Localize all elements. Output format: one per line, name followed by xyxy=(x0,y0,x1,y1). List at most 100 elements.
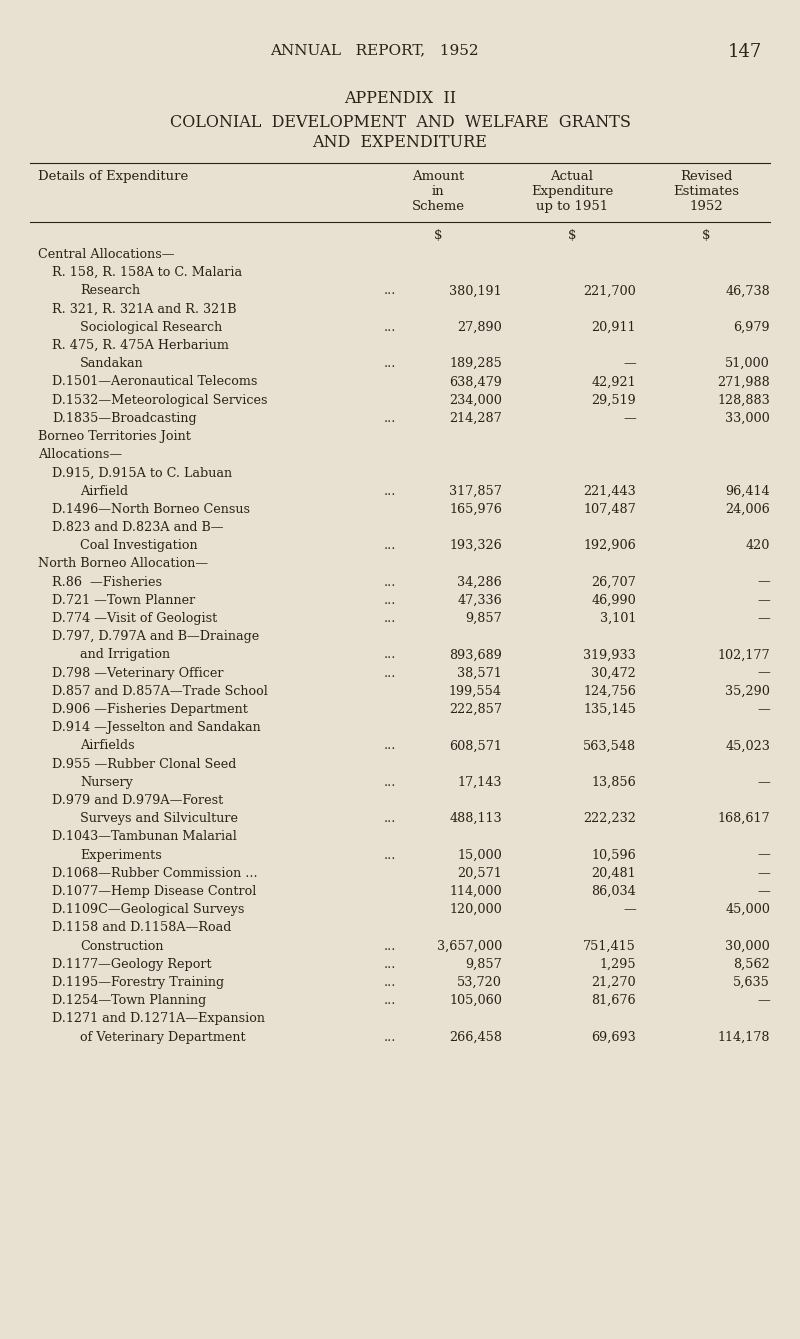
Text: D.1177—Geology Report: D.1177—Geology Report xyxy=(52,957,212,971)
Text: 20,571: 20,571 xyxy=(458,866,502,880)
Text: $: $ xyxy=(568,229,576,242)
Text: 81,676: 81,676 xyxy=(591,994,636,1007)
Text: ...: ... xyxy=(384,358,396,370)
Text: 128,883: 128,883 xyxy=(718,394,770,407)
Text: ...: ... xyxy=(384,957,396,971)
Text: ...: ... xyxy=(384,994,396,1007)
Text: 608,571: 608,571 xyxy=(449,739,502,753)
Text: 135,145: 135,145 xyxy=(583,703,636,716)
Text: D.1835—Broadcasting: D.1835—Broadcasting xyxy=(52,412,197,424)
Text: —: — xyxy=(758,667,770,680)
Text: 29,519: 29,519 xyxy=(591,394,636,407)
Text: 221,700: 221,700 xyxy=(583,284,636,297)
Text: —: — xyxy=(758,994,770,1007)
Text: D.979 and D.979A—Forest: D.979 and D.979A—Forest xyxy=(52,794,223,807)
Text: 102,177: 102,177 xyxy=(718,648,770,661)
Text: North Borneo Allocation—: North Borneo Allocation— xyxy=(38,557,208,570)
Text: D.1501—Aeronautical Telecoms: D.1501—Aeronautical Telecoms xyxy=(52,375,258,388)
Text: 10,596: 10,596 xyxy=(591,849,636,861)
Text: D.1271 and D.1271A—Expansion: D.1271 and D.1271A—Expansion xyxy=(52,1012,265,1026)
Text: ...: ... xyxy=(384,593,396,607)
Text: 34,286: 34,286 xyxy=(458,576,502,589)
Text: 13,856: 13,856 xyxy=(591,775,636,789)
Text: Airfields: Airfields xyxy=(80,739,134,753)
Text: ...: ... xyxy=(384,540,396,552)
Text: D.797, D.797A and B—Drainage: D.797, D.797A and B—Drainage xyxy=(52,631,259,643)
Text: Sociological Research: Sociological Research xyxy=(80,321,222,333)
Text: 317,857: 317,857 xyxy=(449,485,502,498)
Text: Allocations—: Allocations— xyxy=(38,449,122,461)
Text: ...: ... xyxy=(384,612,396,625)
Text: 8,562: 8,562 xyxy=(734,957,770,971)
Text: Research: Research xyxy=(80,284,140,297)
Text: ...: ... xyxy=(384,485,396,498)
Text: R. 321, R. 321A and R. 321B: R. 321, R. 321A and R. 321B xyxy=(52,303,237,316)
Text: D.1532—Meteorological Services: D.1532—Meteorological Services xyxy=(52,394,267,407)
Text: 420: 420 xyxy=(746,540,770,552)
Text: —: — xyxy=(623,904,636,916)
Text: Experiments: Experiments xyxy=(80,849,162,861)
Text: 563,548: 563,548 xyxy=(583,739,636,753)
Text: 3,657,000: 3,657,000 xyxy=(437,940,502,952)
Text: Amount
in
Scheme: Amount in Scheme xyxy=(411,170,465,213)
Text: 17,143: 17,143 xyxy=(458,775,502,789)
Text: 189,285: 189,285 xyxy=(449,358,502,370)
Text: D.823 and D.823A and B—: D.823 and D.823A and B— xyxy=(52,521,223,534)
Text: 222,232: 222,232 xyxy=(583,813,636,825)
Text: D.774 —Visit of Geologist: D.774 —Visit of Geologist xyxy=(52,612,218,625)
Text: Nursery: Nursery xyxy=(80,775,133,789)
Text: Surveys and Silviculture: Surveys and Silviculture xyxy=(80,813,238,825)
Text: D.1195—Forestry Training: D.1195—Forestry Training xyxy=(52,976,224,990)
Text: 380,191: 380,191 xyxy=(450,284,502,297)
Text: 319,933: 319,933 xyxy=(583,648,636,661)
Text: —: — xyxy=(758,849,770,861)
Text: D.1496—North Borneo Census: D.1496—North Borneo Census xyxy=(52,503,250,516)
Text: 46,990: 46,990 xyxy=(591,593,636,607)
Text: —: — xyxy=(623,358,636,370)
Text: 24,006: 24,006 xyxy=(726,503,770,516)
Text: Borneo Territories Joint: Borneo Territories Joint xyxy=(38,430,191,443)
Text: ...: ... xyxy=(384,284,396,297)
Text: ...: ... xyxy=(384,739,396,753)
Text: and Irrigation: and Irrigation xyxy=(80,648,170,661)
Text: 638,479: 638,479 xyxy=(449,375,502,388)
Text: D.1158 and D.1158A—Road: D.1158 and D.1158A—Road xyxy=(52,921,231,935)
Text: 45,000: 45,000 xyxy=(725,904,770,916)
Text: 53,720: 53,720 xyxy=(457,976,502,990)
Text: ANNUAL   REPORT,   1952: ANNUAL REPORT, 1952 xyxy=(270,43,478,58)
Text: Coal Investigation: Coal Investigation xyxy=(80,540,198,552)
Text: 114,000: 114,000 xyxy=(450,885,502,898)
Text: 9,857: 9,857 xyxy=(466,612,502,625)
Text: 192,906: 192,906 xyxy=(583,540,636,552)
Text: —: — xyxy=(758,703,770,716)
Text: COLONIAL  DEVELOPMENT  AND  WELFARE  GRANTS: COLONIAL DEVELOPMENT AND WELFARE GRANTS xyxy=(170,114,630,131)
Text: D.857 and D.857A—Trade School: D.857 and D.857A—Trade School xyxy=(52,684,268,698)
Text: R. 158, R. 158A to C. Malaria: R. 158, R. 158A to C. Malaria xyxy=(52,266,242,280)
Text: 893,689: 893,689 xyxy=(449,648,502,661)
Text: AND  EXPENDITURE: AND EXPENDITURE xyxy=(313,134,487,151)
Text: ...: ... xyxy=(384,1031,396,1043)
Text: $: $ xyxy=(434,229,442,242)
Text: 221,443: 221,443 xyxy=(583,485,636,498)
Text: $: $ xyxy=(702,229,710,242)
Text: 114,178: 114,178 xyxy=(718,1031,770,1043)
Text: 30,000: 30,000 xyxy=(726,940,770,952)
Text: D.955 —Rubber Clonal Seed: D.955 —Rubber Clonal Seed xyxy=(52,758,236,771)
Text: D.906 —Fisheries Department: D.906 —Fisheries Department xyxy=(52,703,248,716)
Text: 15,000: 15,000 xyxy=(458,849,502,861)
Text: 214,287: 214,287 xyxy=(450,412,502,424)
Text: APPENDIX  II: APPENDIX II xyxy=(344,90,456,107)
Text: D.1254—Town Planning: D.1254—Town Planning xyxy=(52,994,206,1007)
Text: D.1068—Rubber Commission ...: D.1068—Rubber Commission ... xyxy=(52,866,258,880)
Text: 120,000: 120,000 xyxy=(450,904,502,916)
Text: —: — xyxy=(758,612,770,625)
Text: 20,481: 20,481 xyxy=(591,866,636,880)
Text: 199,554: 199,554 xyxy=(449,684,502,698)
Text: ...: ... xyxy=(384,976,396,990)
Text: 33,000: 33,000 xyxy=(726,412,770,424)
Text: —: — xyxy=(758,593,770,607)
Text: 165,976: 165,976 xyxy=(449,503,502,516)
Text: Actual
Expenditure
up to 1951: Actual Expenditure up to 1951 xyxy=(531,170,613,213)
Text: Revised
Estimates
1952: Revised Estimates 1952 xyxy=(673,170,739,213)
Text: 107,487: 107,487 xyxy=(583,503,636,516)
